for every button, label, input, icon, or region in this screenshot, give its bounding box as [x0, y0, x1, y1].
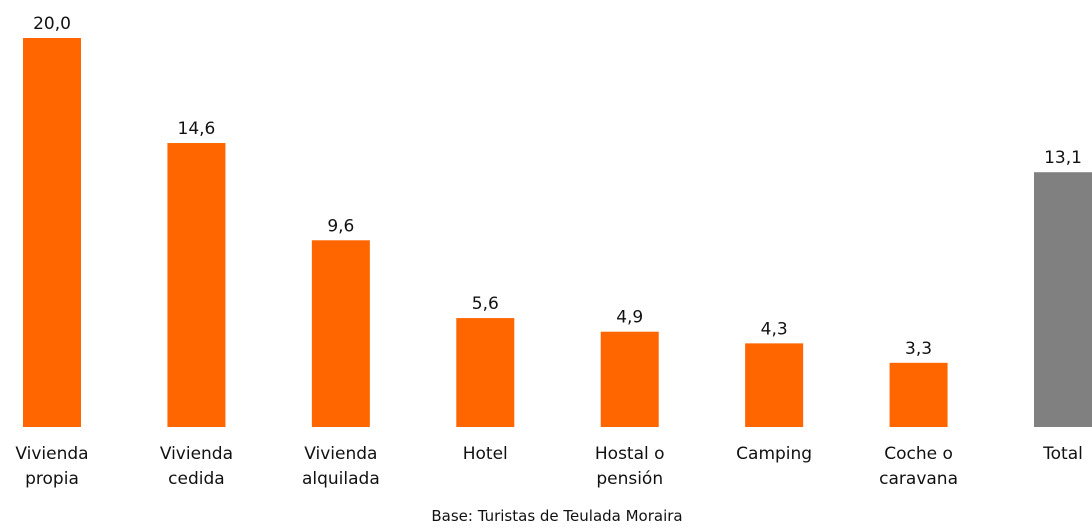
value-label: 20,0 — [33, 14, 71, 34]
bar — [23, 38, 81, 427]
x-tick-label: Vivienda propia — [15, 444, 89, 489]
bar — [167, 143, 226, 427]
x-tick-label: Hostal o pensión — [594, 444, 665, 489]
value-label: 4,3 — [761, 319, 788, 339]
x-tick-label: Hotel — [462, 444, 508, 464]
x-tick-label: Vivienda cedida — [159, 444, 234, 489]
bar — [311, 240, 370, 427]
value-label: 9,6 — [327, 216, 354, 236]
bar — [600, 331, 659, 427]
value-label: 5,6 — [472, 294, 499, 314]
x-tick-label: Total — [1043, 444, 1083, 464]
bar — [1034, 172, 1092, 427]
x-tick-label: Coche o caravana — [879, 444, 958, 489]
x-tick-label: Camping — [736, 444, 813, 464]
value-label: 13,1 — [1044, 148, 1082, 168]
value-label: 14,6 — [178, 119, 216, 139]
bar — [745, 343, 804, 427]
value-label: 3,3 — [905, 339, 932, 359]
bar — [456, 318, 515, 427]
value-label: 4,9 — [616, 308, 643, 328]
note: Base: Turistas de Teulada Moraira — [431, 507, 683, 525]
bar — [889, 362, 948, 427]
x-tick-label: Vivienda alquilada — [301, 444, 380, 489]
